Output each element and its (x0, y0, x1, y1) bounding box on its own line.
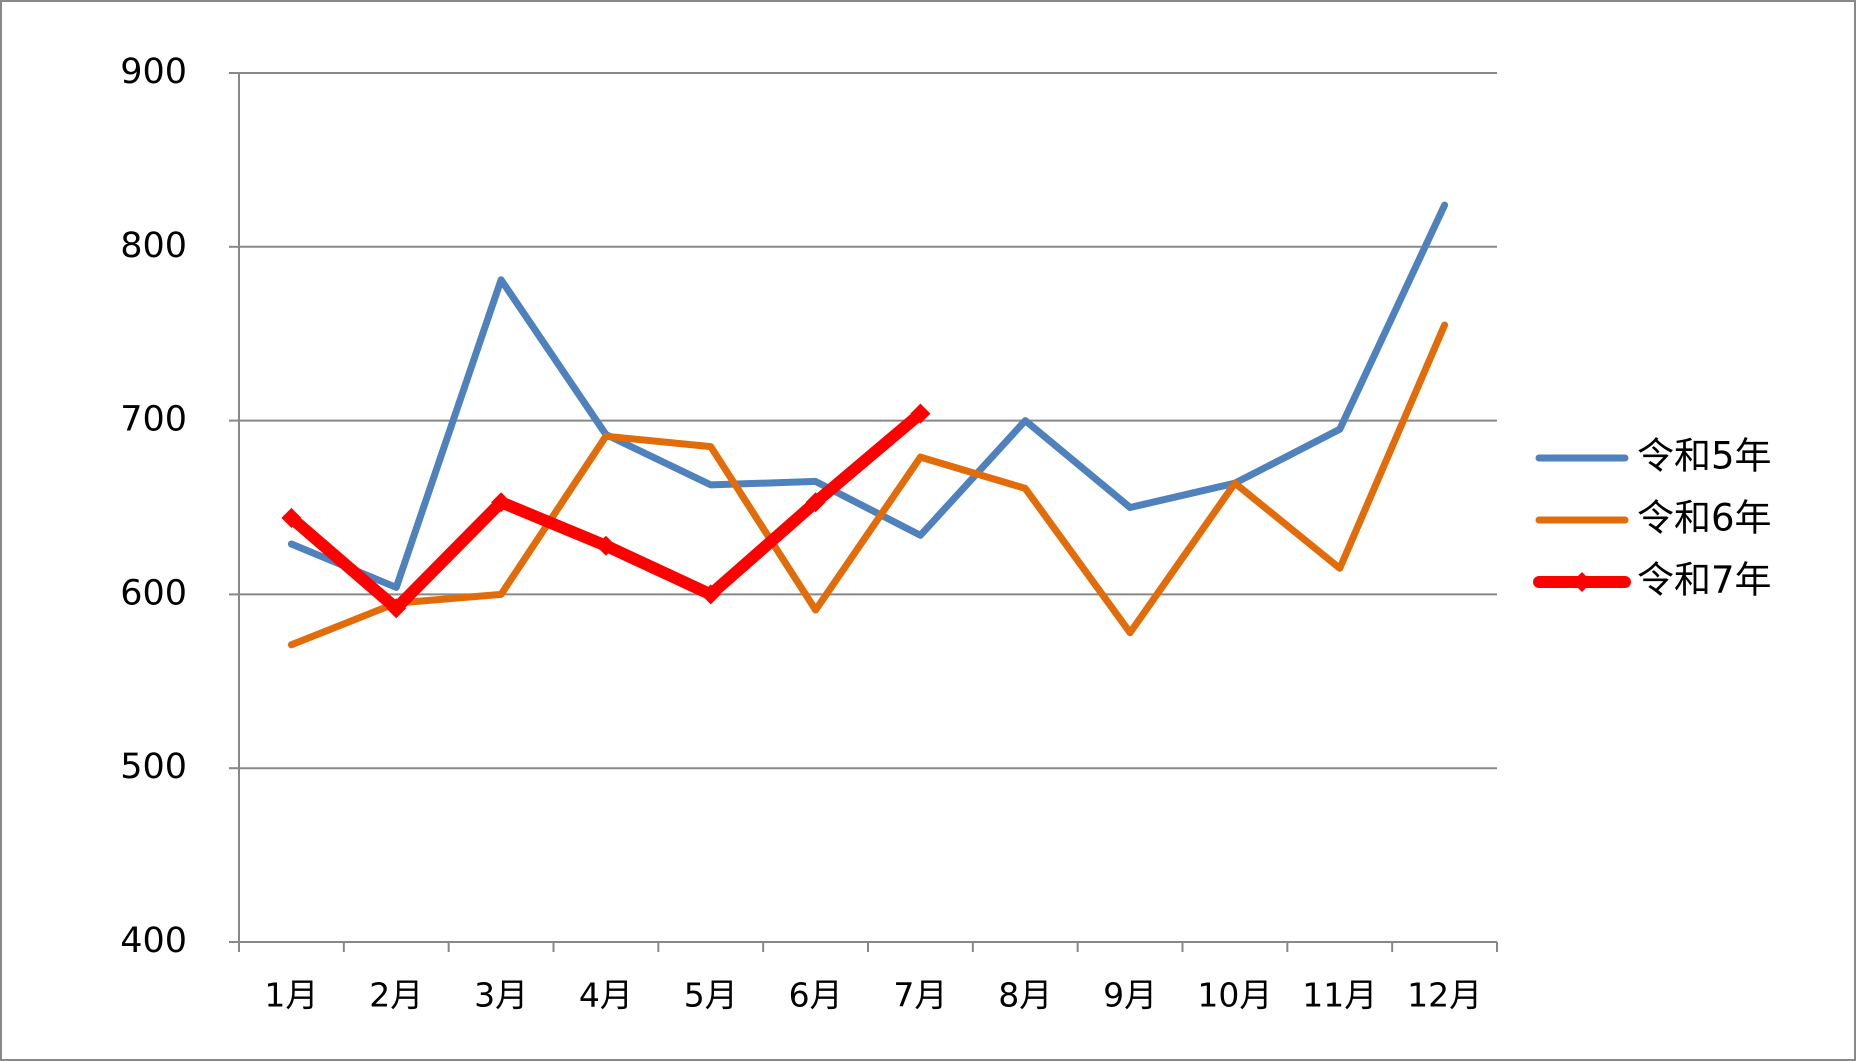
series-line (287, 201, 1449, 591)
x-tick-label: 10月 (1197, 976, 1272, 1015)
x-tick-label: 6月 (789, 976, 843, 1015)
x-tick-label: 11月 (1302, 976, 1377, 1015)
x-tick-label: 7月 (893, 976, 947, 1015)
legend-label: 令和7年 (1637, 559, 1772, 602)
y-tick-label: 400 (120, 921, 187, 961)
y-tick-label: 700 (120, 400, 187, 440)
x-tick-label: 1月 (264, 976, 318, 1015)
x-tick-label: 8月 (998, 976, 1052, 1015)
data-marker (491, 492, 512, 513)
x-tick-label: 5月 (684, 976, 738, 1015)
legend-label: 令和6年 (1637, 497, 1772, 540)
x-tick-label: 4月 (579, 976, 633, 1015)
data-marker (700, 584, 721, 605)
data-marker (281, 507, 302, 528)
legend-marker (1572, 572, 1592, 592)
data-marker (595, 535, 616, 556)
data-marker (910, 403, 931, 424)
data-marker (386, 598, 407, 619)
x-tick-label: 2月 (369, 976, 423, 1015)
x-tick-label: 9月 (1103, 976, 1157, 1015)
x-tick-label: 12月 (1407, 976, 1482, 1015)
data-marker (805, 492, 826, 513)
y-tick-label: 500 (120, 747, 187, 787)
x-tick-label: 3月 (474, 976, 528, 1015)
series-line (287, 321, 1449, 649)
legend-label: 令和5年 (1637, 435, 1772, 478)
y-tick-label: 900 (120, 52, 187, 92)
y-tick-label: 600 (120, 573, 187, 613)
y-tick-label: 800 (120, 226, 187, 266)
